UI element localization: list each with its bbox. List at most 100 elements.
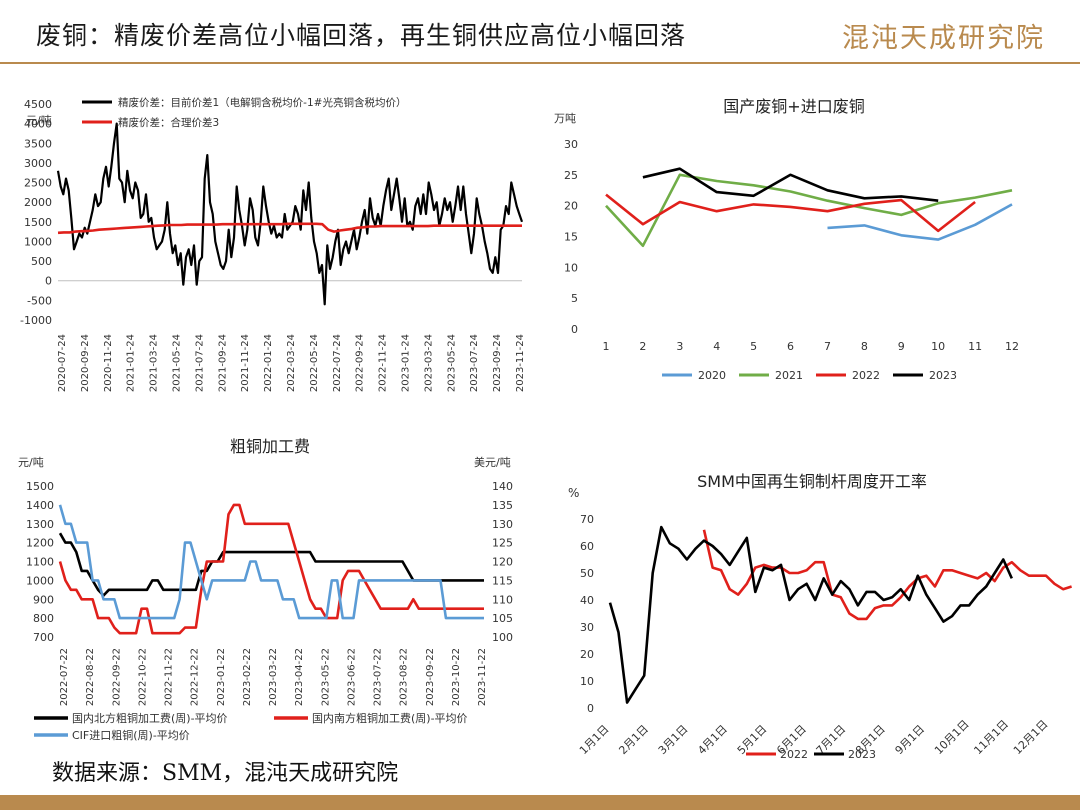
x-tick-label: 2023-08-22 bbox=[399, 648, 410, 706]
x-tick-label: 2023-03-22 bbox=[268, 648, 279, 706]
series-line bbox=[642, 167, 939, 202]
x-tick-label: 2022-10-22 bbox=[137, 648, 148, 706]
chart-rod-operating-rate: SMM中国再生铜制杆周度开工率% 0 10 20 30 40 50 60 70 1月1日 2月1日 3… bbox=[568, 472, 1072, 761]
y-tick-label-right: 135 bbox=[492, 499, 513, 512]
x-tick-label: 2023-01-24 bbox=[401, 334, 412, 392]
y-tick-label: 20 bbox=[564, 200, 578, 213]
x-tick-label: 10 bbox=[931, 340, 945, 353]
series-line bbox=[57, 222, 522, 235]
series-line bbox=[827, 203, 1013, 241]
x-tick-label: 10月1日 bbox=[932, 718, 972, 758]
legend-label: 2020 bbox=[698, 369, 726, 382]
y-tick-label: 50 bbox=[580, 567, 594, 580]
y-tick-label: 0 bbox=[587, 702, 594, 715]
y-tick-label: 3500 bbox=[24, 137, 52, 150]
y-tick-label: 0 bbox=[571, 323, 578, 336]
page-title: 废铜：精废价差高位小幅回落，再生铜供应高位小幅回落 bbox=[36, 21, 687, 50]
y-tick-label-right: 110 bbox=[492, 593, 513, 606]
x-tick-label: 2022-11-24 bbox=[378, 334, 389, 392]
x-tick-label: 7 bbox=[824, 340, 831, 353]
x-tick-label: 2023-02-22 bbox=[242, 648, 253, 706]
x-tick-label: 9月1日 bbox=[893, 722, 928, 757]
y-tick-label: 1300 bbox=[26, 518, 54, 531]
series-line bbox=[605, 193, 976, 233]
x-tick-label: 11月1日 bbox=[971, 718, 1011, 758]
y-tick-label-right: 120 bbox=[492, 556, 513, 569]
y-tick-label: 1200 bbox=[26, 537, 54, 550]
y-tick-label: -1000 bbox=[20, 314, 52, 327]
y-tick-label: 1500 bbox=[24, 216, 52, 229]
x-tick-label: 2022-11-22 bbox=[164, 648, 175, 706]
legend-label: 2022 bbox=[852, 369, 880, 382]
y-tick-label: 700 bbox=[33, 631, 54, 644]
x-tick-label: 2020-11-24 bbox=[103, 334, 114, 392]
y-tick-label: -500 bbox=[27, 294, 52, 307]
x-tick-label: 2022-07-24 bbox=[332, 334, 343, 392]
x-tick-label: 2023-04-22 bbox=[294, 648, 305, 706]
x-tick-label: 1月1日 bbox=[577, 722, 612, 757]
x-tick-label: 5 bbox=[750, 340, 757, 353]
y-axis-unit: 元/吨 bbox=[26, 114, 52, 127]
x-tick-label: 4 bbox=[713, 340, 720, 353]
series-line bbox=[58, 504, 484, 620]
x-tick-label: 2023-07-22 bbox=[373, 648, 384, 706]
x-tick-label: 2023-01-22 bbox=[216, 648, 227, 706]
legend-label: 国内南方粗铜加工费(周)-平均价 bbox=[312, 711, 468, 725]
x-tick-label: 3月1日 bbox=[656, 722, 691, 757]
x-tick-label: 4月1日 bbox=[695, 722, 730, 757]
y-tick-label: 30 bbox=[580, 621, 594, 634]
y-tick-label: 4000 bbox=[24, 118, 52, 131]
series-line bbox=[58, 532, 484, 597]
series-line bbox=[56, 122, 524, 306]
y-tick-label: 2000 bbox=[24, 196, 52, 209]
legend-label: 国内北方粗铜加工费(周)-平均价 bbox=[72, 711, 228, 725]
x-tick-label: 2021-09-24 bbox=[217, 334, 228, 392]
y-tick-label-right: 130 bbox=[492, 518, 513, 531]
x-tick-label: 2023-09-22 bbox=[425, 648, 436, 706]
x-tick-label: 2021-07-24 bbox=[194, 334, 205, 392]
chart-title: 粗铜加工费 bbox=[230, 437, 310, 456]
x-tick-label: 2022-03-24 bbox=[286, 334, 297, 392]
y-tick-label-right: 105 bbox=[492, 612, 513, 625]
x-tick-label: 2023-05-22 bbox=[320, 648, 331, 706]
y-tick-label: 60 bbox=[580, 540, 594, 553]
y-tick-label: 4500 bbox=[24, 98, 52, 111]
y-tick-label: 1100 bbox=[26, 556, 54, 569]
legend-label: CIF进口粗铜(周)-平均价 bbox=[72, 728, 190, 742]
x-tick-label: 5月1日 bbox=[735, 722, 770, 757]
y-tick-label: 70 bbox=[580, 513, 594, 526]
x-tick-label: 2023-09-24 bbox=[492, 334, 503, 392]
x-tick-label: 2023-05-24 bbox=[446, 334, 457, 392]
x-tick-label: 7月1日 bbox=[814, 722, 849, 757]
y-tick-label: 1500 bbox=[26, 480, 54, 493]
y-tick-label: 30 bbox=[564, 138, 578, 151]
y-tick-label: 20 bbox=[580, 648, 594, 661]
y-tick-label-right: 125 bbox=[492, 537, 513, 550]
x-tick-label: 2023-07-24 bbox=[469, 334, 480, 392]
x-tick-label: 8 bbox=[861, 340, 868, 353]
legend-label: 2021 bbox=[775, 369, 803, 382]
legend-label: 2022 bbox=[780, 748, 808, 761]
x-tick-label: 2021-01-24 bbox=[126, 334, 137, 392]
x-tick-label: 2021-11-24 bbox=[240, 334, 251, 392]
x-tick-label: 2023-06-22 bbox=[346, 648, 357, 706]
x-tick-label: 2020-09-24 bbox=[80, 334, 91, 392]
chart-price-spread: 元/吨 -1000 -500 0 500 1000 1500 2000 2500 3000 3500… bbox=[20, 96, 526, 392]
x-tick-label: 2022-07-22 bbox=[59, 648, 70, 706]
y-tick-label: 3000 bbox=[24, 157, 52, 170]
series-line bbox=[605, 173, 1013, 248]
series-line bbox=[58, 503, 484, 635]
y-tick-label-right: 115 bbox=[492, 574, 513, 587]
x-tick-label: 2021-05-24 bbox=[172, 334, 183, 392]
y-tick-label: 900 bbox=[33, 593, 54, 606]
legend-label: 2023 bbox=[929, 369, 957, 382]
y-tick-label: 0 bbox=[45, 275, 52, 288]
series-line bbox=[608, 525, 1013, 704]
x-tick-label: 2023-10-22 bbox=[451, 648, 462, 706]
x-tick-label: 2月1日 bbox=[616, 722, 651, 757]
x-tick-label: 9 bbox=[898, 340, 905, 353]
x-tick-label: 2022-09-22 bbox=[111, 648, 122, 706]
x-tick-label: 2022-08-22 bbox=[85, 648, 96, 706]
brand-logo-text: 混沌天成研究院 bbox=[842, 23, 1045, 54]
